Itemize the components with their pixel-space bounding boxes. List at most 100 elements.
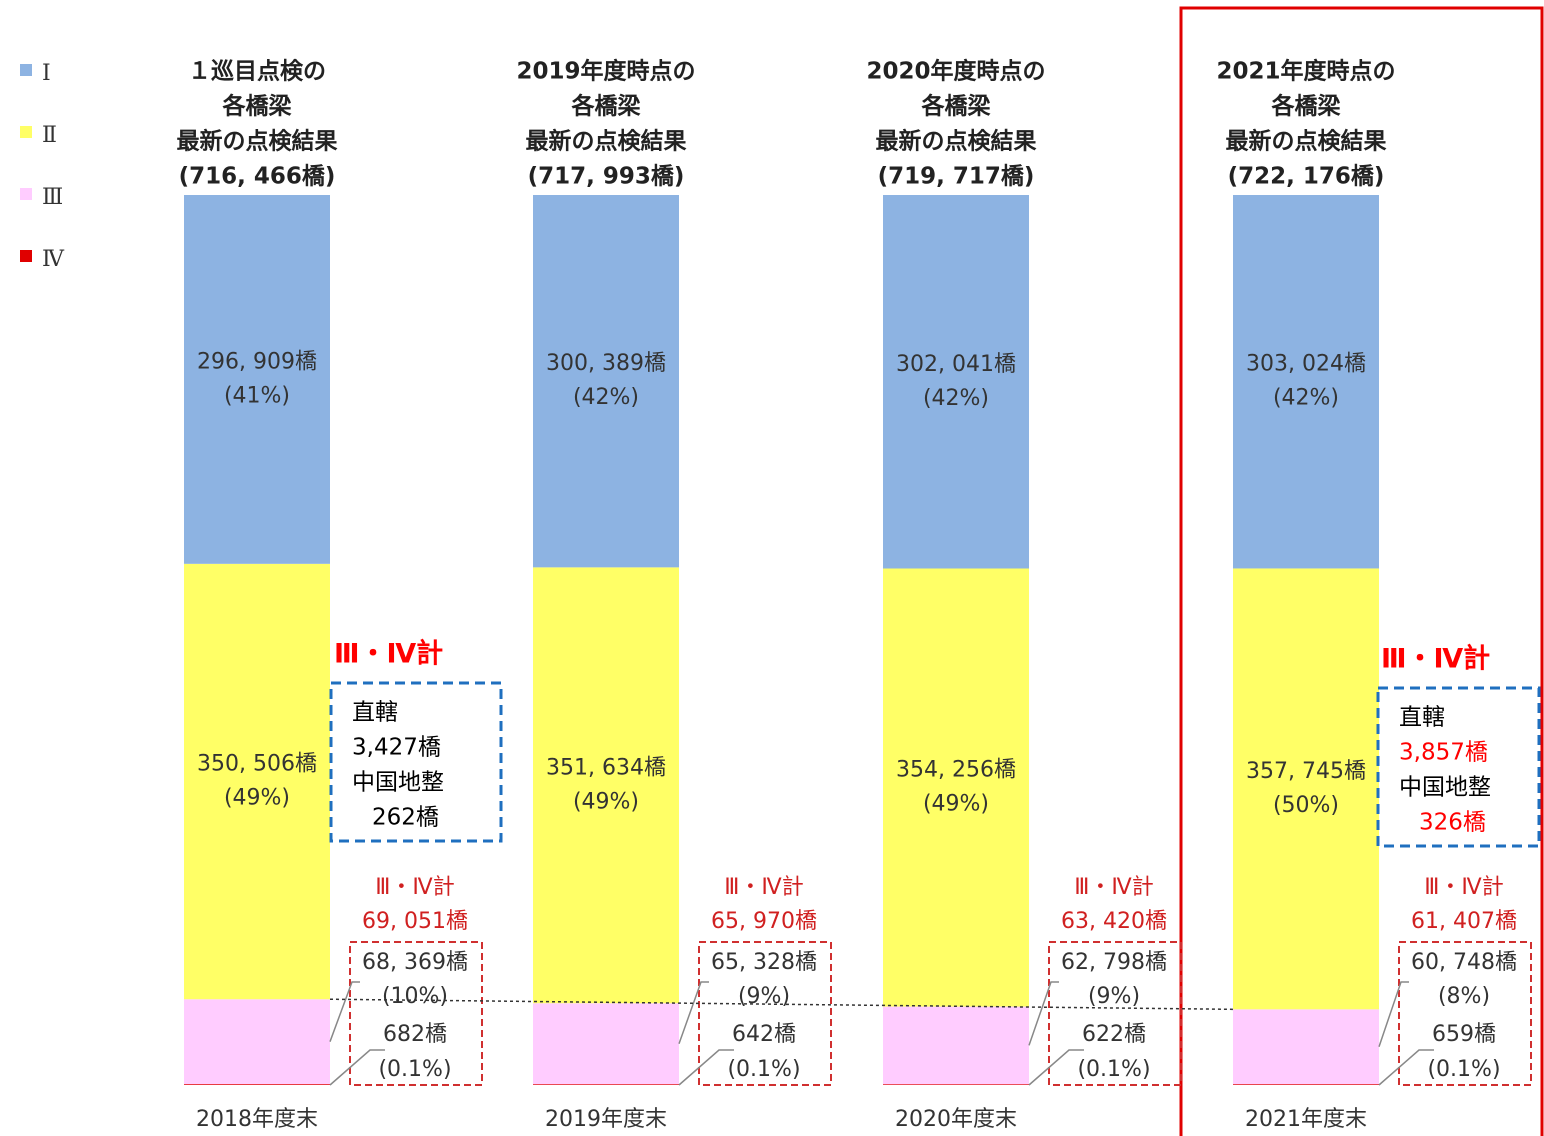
sum-title: Ⅲ・Ⅳ計 bbox=[1074, 875, 1153, 900]
value-label: 351, 634橋 bbox=[546, 755, 666, 780]
percent-label: (49%) bbox=[573, 789, 639, 814]
bar-segment bbox=[883, 568, 1029, 1007]
x-tick-label: 2019年度末 bbox=[545, 1107, 667, 1132]
sum-label: 69, 051橋 bbox=[362, 909, 468, 934]
bar-segment bbox=[533, 1003, 679, 1085]
column-title: 2021年度時点の bbox=[1216, 58, 1395, 85]
column-title: 各橋梁 bbox=[571, 93, 641, 120]
leader-line bbox=[678, 981, 709, 1044]
legend-swatch bbox=[20, 64, 32, 76]
percent-label: (0.1%) bbox=[1077, 1057, 1150, 1082]
column-title: 最新の点検結果 bbox=[1226, 128, 1387, 155]
value-label: 68, 369橋 bbox=[362, 950, 468, 975]
note-line: 3,427橋 bbox=[352, 735, 441, 761]
sum-title: Ⅲ・Ⅳ計 bbox=[724, 875, 803, 900]
bar-segment bbox=[184, 195, 330, 564]
percent-label: (0.1%) bbox=[378, 1057, 451, 1082]
percent-label: (10%) bbox=[382, 984, 448, 1009]
percent-label: (41%) bbox=[224, 383, 290, 408]
callout-box bbox=[1398, 941, 1532, 1086]
note-title: Ⅲ・Ⅳ計 bbox=[334, 638, 443, 670]
leader-line bbox=[329, 981, 360, 1042]
leader-line bbox=[1378, 981, 1409, 1047]
bar-segment bbox=[184, 999, 330, 1085]
column-total: (716, 466橋) bbox=[179, 164, 336, 190]
percent-label: (42%) bbox=[1273, 386, 1339, 411]
leader-line bbox=[1378, 1049, 1434, 1086]
note-line: 直轄 bbox=[352, 700, 398, 726]
bar-segment bbox=[1233, 1009, 1379, 1085]
bar-segment bbox=[533, 567, 679, 1004]
sum-title: Ⅲ・Ⅳ計 bbox=[1424, 875, 1503, 900]
bar-segment bbox=[533, 1084, 679, 1085]
note-title: Ⅲ・Ⅳ計 bbox=[1381, 643, 1490, 675]
value-label: 659橋 bbox=[1432, 1022, 1496, 1047]
note-box bbox=[329, 681, 503, 843]
leader-line bbox=[1028, 1049, 1084, 1086]
note-line: 中国地整 bbox=[1399, 775, 1491, 801]
x-tick-label: 2021年度末 bbox=[1245, 1107, 1367, 1132]
percent-label: (49%) bbox=[224, 786, 290, 811]
note-line: 262橋 bbox=[372, 805, 439, 831]
x-tick-label: 2018年度末 bbox=[196, 1107, 318, 1132]
note-line: 3,857橋 bbox=[1399, 740, 1488, 766]
callout-box bbox=[349, 941, 483, 1086]
value-label: 296, 909橋 bbox=[197, 349, 317, 374]
highlight-frame bbox=[1179, 6, 1544, 1136]
percent-label: (8%) bbox=[1438, 984, 1490, 1009]
value-label: 354, 256橋 bbox=[896, 758, 1016, 783]
bar-segment bbox=[883, 1084, 1029, 1085]
legend-label: Ⅰ bbox=[42, 61, 51, 86]
value-label: 642橋 bbox=[732, 1022, 796, 1047]
note-line: 326橋 bbox=[1419, 810, 1486, 836]
percent-label: (42%) bbox=[573, 385, 639, 410]
value-label: 62, 798橋 bbox=[1061, 950, 1167, 975]
column-total: (717, 993橋) bbox=[528, 164, 685, 190]
column-total: (719, 717橋) bbox=[878, 164, 1035, 190]
callout-box bbox=[1048, 941, 1182, 1086]
bar-segment bbox=[1233, 195, 1379, 569]
value-label: 357, 745橋 bbox=[1246, 759, 1366, 784]
percent-label: (0.1%) bbox=[1427, 1057, 1500, 1082]
bar-segment bbox=[883, 1006, 1029, 1085]
legend-swatch bbox=[20, 126, 32, 138]
column-title: １巡目点検の bbox=[188, 59, 326, 85]
sum-label: 65, 970橋 bbox=[711, 909, 817, 934]
sum-title: Ⅲ・Ⅳ計 bbox=[375, 875, 454, 900]
bar-segment bbox=[1233, 1084, 1379, 1085]
legend-label: Ⅳ bbox=[42, 247, 65, 272]
percent-label: (42%) bbox=[923, 386, 989, 411]
column-title: 2019年度時点の bbox=[516, 58, 695, 85]
x-tick-label: 2020年度末 bbox=[895, 1107, 1017, 1132]
value-label: 300, 389橋 bbox=[546, 351, 666, 376]
leader-line bbox=[1028, 981, 1059, 1046]
note-box bbox=[1376, 686, 1541, 848]
percent-label: (0.1%) bbox=[727, 1057, 800, 1082]
column-title: 各橋梁 bbox=[222, 93, 292, 120]
bar-segment bbox=[184, 1084, 330, 1085]
percent-label: (9%) bbox=[738, 984, 790, 1009]
bar-segment bbox=[184, 563, 330, 1000]
value-label: 60, 748橋 bbox=[1411, 950, 1517, 975]
note-line: 中国地整 bbox=[352, 770, 444, 796]
value-label: 65, 328橋 bbox=[711, 950, 817, 975]
column-title: 各橋梁 bbox=[921, 93, 991, 120]
value-label: 303, 024橋 bbox=[1246, 352, 1366, 377]
value-label: 682橋 bbox=[383, 1022, 447, 1047]
sum-label: 61, 407橋 bbox=[1411, 909, 1517, 934]
value-label: 622橋 bbox=[1082, 1022, 1146, 1047]
note-line: 直轄 bbox=[1399, 705, 1445, 731]
bar-segment bbox=[1233, 568, 1379, 1010]
percent-label: (50%) bbox=[1273, 793, 1339, 818]
column-total: (722, 176橋) bbox=[1228, 164, 1385, 190]
callout-box bbox=[698, 941, 832, 1086]
value-label: 302, 041橋 bbox=[896, 352, 1016, 377]
column-title: 2020年度時点の bbox=[866, 58, 1045, 85]
bar-segment bbox=[883, 195, 1029, 569]
legend-label: Ⅱ bbox=[42, 123, 57, 148]
legend-swatch bbox=[20, 188, 32, 200]
sum-label: 63, 420橋 bbox=[1061, 909, 1167, 934]
bar-segment bbox=[533, 195, 679, 568]
leader-line bbox=[329, 1049, 385, 1086]
leader-line bbox=[678, 1049, 734, 1086]
